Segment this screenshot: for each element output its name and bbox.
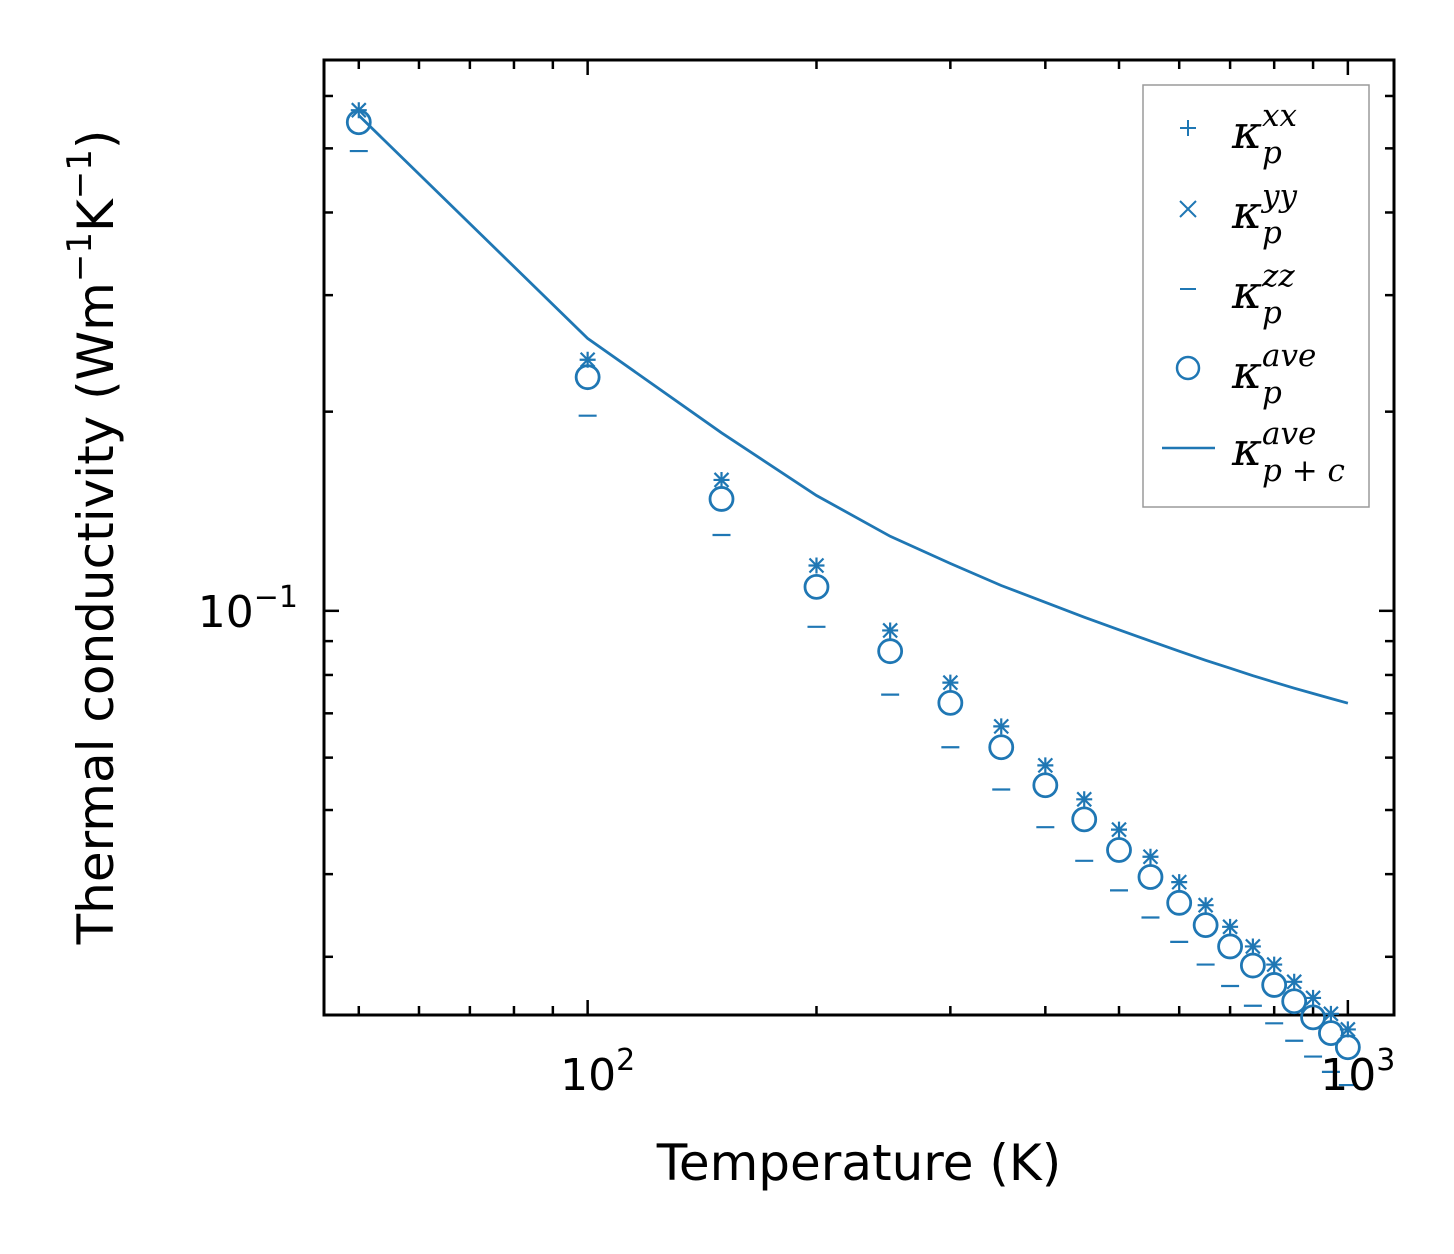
legend-marker-plus xyxy=(1180,120,1196,136)
legend-frame xyxy=(1142,84,1370,508)
point-kappa-p-ave xyxy=(1239,952,1266,979)
legend-entry-kappa-pc-ave: κp + cave xyxy=(1162,416,1345,489)
point-kappa-p-yy xyxy=(1323,1006,1339,1022)
point-kappa-p-yy xyxy=(1111,821,1127,838)
x-axis-title: Temperature (K) xyxy=(656,1134,1061,1192)
legend-entry-kappa-p-xx: κpxx xyxy=(1180,98,1297,171)
series-layer xyxy=(345,102,1361,1087)
point-kappa-p-ave xyxy=(1334,1034,1361,1061)
point-kappa-p-ave xyxy=(1300,1004,1326,1031)
point-kappa-p-ave xyxy=(988,734,1015,761)
point-kappa-p-ave xyxy=(1261,972,1288,998)
point-kappa-p-ave xyxy=(803,573,830,600)
legend-marker-x xyxy=(1179,200,1197,218)
y-axis-title: Thermal conductivity (Wm−1K−1) xyxy=(60,130,125,946)
point-kappa-p-yy xyxy=(1266,956,1282,973)
point-kappa-p-ave xyxy=(1217,933,1243,960)
legend-marker-circle xyxy=(1175,355,1201,381)
legend-label-kappa-p-xx: κpxx xyxy=(1231,98,1297,171)
point-kappa-p-yy xyxy=(1222,919,1238,935)
point-kappa-p-yy xyxy=(1305,990,1321,1006)
point-kappa-p-ave xyxy=(1281,988,1308,1015)
legend-entry-kappa-p-ave: κpave xyxy=(1175,338,1316,411)
legend-label-kappa-p-yy: κpyy xyxy=(1231,178,1298,251)
legend-entry-kappa-p-zz: κpzz xyxy=(1180,258,1295,331)
x-tick-label-100: 102 xyxy=(560,1043,635,1101)
legend-label-kappa-p-ave: κpave xyxy=(1231,338,1316,411)
point-kappa-p-yy xyxy=(579,351,596,368)
point-kappa-p-yy xyxy=(942,674,959,691)
legend-entry-kappa-p-yy: κpyy xyxy=(1179,178,1298,251)
point-kappa-p-ave xyxy=(574,364,601,391)
point-kappa-p-yy xyxy=(1037,757,1054,774)
minor-ticks xyxy=(324,60,1394,1015)
series-line-kappa-pc-ave xyxy=(357,114,1349,705)
x-tick-label-1000: 103 xyxy=(1320,1043,1395,1101)
point-kappa-p-yy xyxy=(1076,791,1092,808)
legend: κpxx κpyy κpzz κpave κp + cave xyxy=(1142,84,1370,508)
point-kappa-p-ave xyxy=(345,109,372,136)
point-kappa-p-ave xyxy=(937,689,964,716)
major-ticks xyxy=(324,60,1394,1015)
point-kappa-p-yy xyxy=(808,557,825,574)
point-kappa-p-yy xyxy=(882,622,898,639)
point-kappa-p-ave xyxy=(1137,864,1164,890)
point-kappa-p-yy xyxy=(1171,874,1187,890)
point-kappa-p-yy xyxy=(993,718,1010,735)
legend-label-kappa-p-zz: κpzz xyxy=(1231,258,1295,331)
plot-frame xyxy=(322,58,1396,1017)
y-tick-label-0-1: 10−1 xyxy=(198,580,298,638)
point-kappa-p-ave xyxy=(1032,772,1059,799)
point-kappa-p-ave xyxy=(877,638,904,665)
point-kappa-p-ave xyxy=(708,486,735,512)
point-kappa-p-ave xyxy=(1071,806,1098,833)
point-kappa-p-yy xyxy=(713,472,730,488)
point-kappa-p-yy xyxy=(1245,938,1261,955)
point-kappa-p-yy xyxy=(1197,897,1214,913)
point-kappa-p-ave xyxy=(1192,912,1219,938)
point-kappa-p-ave xyxy=(1318,1020,1344,1047)
point-kappa-p-ave xyxy=(1106,837,1132,863)
legend-label-kappa-pc-ave: κp + cave xyxy=(1231,416,1345,489)
point-kappa-p-yy xyxy=(1286,974,1302,990)
point-kappa-p-ave xyxy=(1166,889,1193,916)
point-kappa-p-yy xyxy=(1142,848,1159,865)
